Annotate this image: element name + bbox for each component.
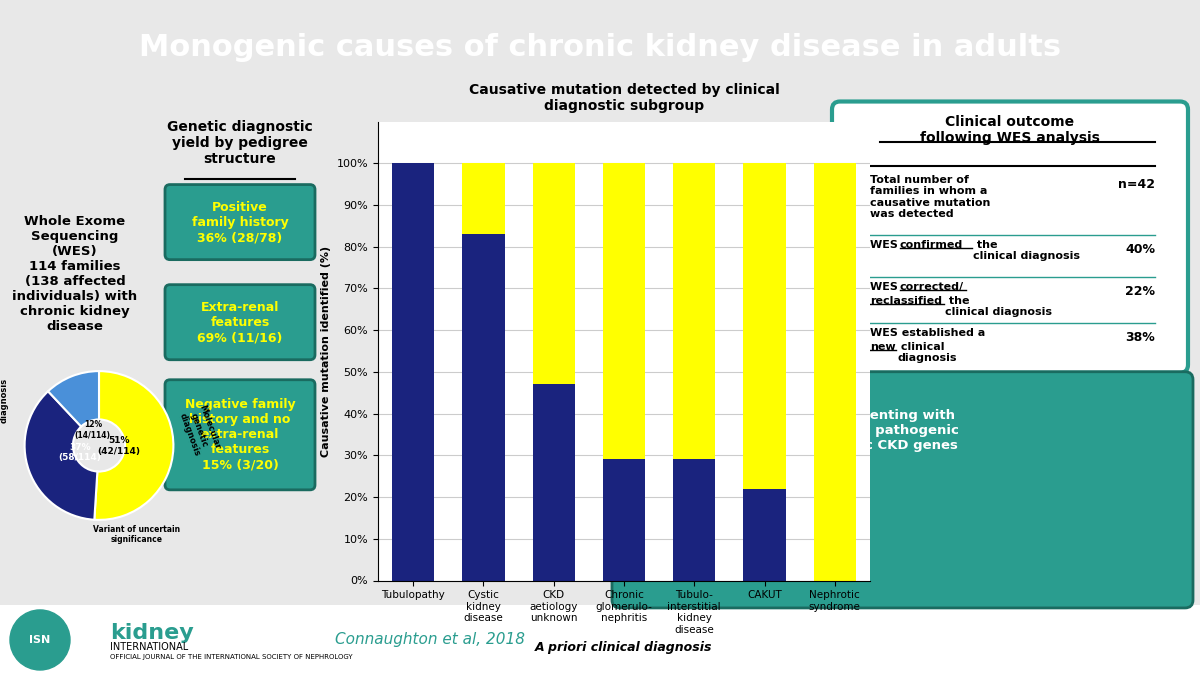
Text: 40%: 40%	[1126, 242, 1154, 256]
Text: clinical
diagnosis: clinical diagnosis	[898, 342, 956, 363]
Text: Molecular
genetic
diagnosis: Molecular genetic diagnosis	[178, 404, 222, 458]
FancyBboxPatch shape	[166, 285, 314, 360]
Wedge shape	[25, 392, 97, 520]
Bar	[673, 163, 715, 460]
Text: CONCLUSION:: CONCLUSION:	[638, 389, 756, 405]
FancyBboxPatch shape	[166, 380, 314, 490]
Text: ISN: ISN	[29, 635, 50, 645]
Text: Whole Exome
Sequencing
(WES)
114 families
(138 affected
individuals) with
chroni: Whole Exome Sequencing (WES) 114 familie…	[12, 215, 138, 333]
Text: corrected/: corrected/	[900, 281, 964, 292]
Text: n=42: n=42	[1118, 178, 1154, 190]
FancyBboxPatch shape	[612, 372, 1193, 608]
Title: Causative mutation detected by clinical
diagnostic subgroup: Causative mutation detected by clinical …	[469, 83, 779, 113]
Text: Extra-renal
features
69% (11/16): Extra-renal features 69% (11/16)	[197, 301, 283, 344]
Text: Clinical outcome
following WES analysis: Clinical outcome following WES analysis	[920, 115, 1100, 144]
Text: Monogenic causes of chronic kidney disease in adults: Monogenic causes of chronic kidney disea…	[139, 33, 1061, 61]
Bar	[814, 163, 856, 580]
Bar	[533, 384, 575, 580]
FancyBboxPatch shape	[0, 605, 1200, 675]
Text: Positive
family history
36% (28/78): Positive family history 36% (28/78)	[192, 201, 288, 244]
Text: In a select patient cohort, presenting with
CKD in adulthood, we detected pathog: In a select patient cohort, presenting w…	[638, 409, 959, 467]
Wedge shape	[95, 371, 173, 520]
Bar	[462, 163, 504, 234]
Text: INTERNATIONAL: INTERNATIONAL	[110, 642, 188, 652]
Wedge shape	[48, 371, 100, 427]
Text: 12%
(14/114): 12% (14/114)	[74, 421, 110, 439]
Text: 51%
(42/114): 51% (42/114)	[97, 437, 140, 456]
FancyBboxPatch shape	[166, 184, 314, 260]
Text: kidney: kidney	[110, 623, 193, 643]
X-axis label: A priori clinical diagnosis: A priori clinical diagnosis	[535, 641, 713, 653]
Text: Connaughton et al, 2018: Connaughton et al, 2018	[335, 632, 526, 647]
Bar	[392, 163, 434, 580]
Text: 22%: 22%	[1126, 285, 1154, 298]
Bar	[673, 460, 715, 580]
Y-axis label: Causative mutation identified (%): Causative mutation identified (%)	[322, 246, 331, 456]
Text: WES established a: WES established a	[870, 327, 985, 349]
Text: Genetic diagnostic
yield by pedigree
structure: Genetic diagnostic yield by pedigree str…	[167, 119, 313, 166]
Bar	[533, 163, 575, 384]
Bar	[602, 163, 646, 460]
Text: Variant of uncertain
significance: Variant of uncertain significance	[92, 525, 180, 545]
Text: WES: WES	[870, 240, 901, 250]
Text: WES: WES	[870, 281, 901, 292]
Text: Negative family
history and no
extra-renal
features
15% (3/20): Negative family history and no extra-ren…	[185, 398, 295, 471]
Text: 37%
(58/114): 37% (58/114)	[59, 443, 102, 462]
Circle shape	[10, 610, 70, 670]
Text: confirmed: confirmed	[900, 240, 964, 250]
Text: new: new	[870, 342, 895, 352]
Text: the
clinical diagnosis: the clinical diagnosis	[973, 240, 1080, 261]
Text: No molecular genetic
diagnosis: No molecular genetic diagnosis	[0, 350, 8, 452]
Text: 38%: 38%	[1126, 331, 1154, 344]
Text: OFFICIAL JOURNAL OF THE INTERNATIONAL SOCIETY OF NEPHROLOGY: OFFICIAL JOURNAL OF THE INTERNATIONAL SO…	[110, 654, 353, 660]
Text: Total number of
families in whom a
causative mutation
was detected: Total number of families in whom a causa…	[870, 175, 990, 219]
FancyBboxPatch shape	[832, 101, 1188, 373]
Text: reclassified: reclassified	[870, 296, 942, 306]
Bar	[744, 163, 786, 489]
Bar	[602, 460, 646, 580]
Text: the
clinical diagnosis: the clinical diagnosis	[946, 296, 1052, 317]
Bar	[744, 489, 786, 580]
Bar	[462, 234, 504, 580]
